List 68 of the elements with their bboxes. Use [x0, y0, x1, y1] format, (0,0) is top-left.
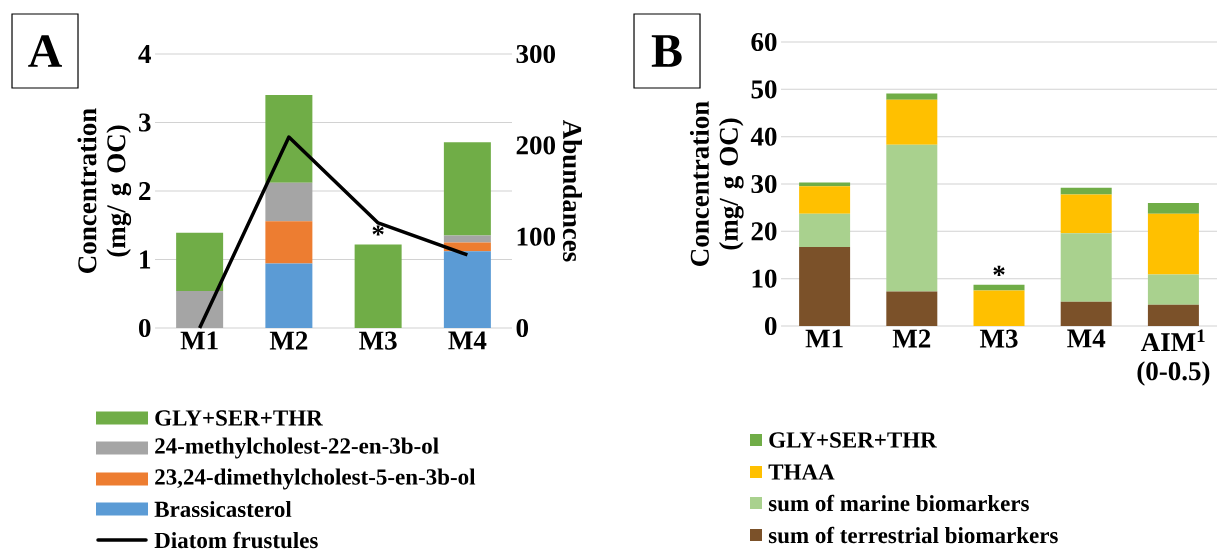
bar [265, 182, 313, 222]
bar [1060, 187, 1112, 195]
x-tick-label: M2 [892, 329, 931, 348]
bar [1147, 304, 1199, 326]
legend-label: THAA [768, 464, 835, 480]
bar [799, 213, 851, 247]
bar [886, 93, 938, 100]
legend-label: Brassicasterol [154, 500, 292, 518]
x-tick-label: M4 [1067, 329, 1106, 348]
y-axis-title: Concentration (mg/ g OC) [77, 108, 132, 273]
y2-tick-label: 0 [516, 318, 529, 338]
y-tick-label: 0 [139, 318, 151, 338]
text: B [651, 35, 682, 67]
annotation: * [993, 265, 1005, 276]
bar [799, 246, 851, 326]
y-tick-label: 10 [752, 269, 777, 288]
bar [886, 291, 938, 326]
bar [886, 99, 938, 145]
x-tick-label: M1 [805, 329, 843, 348]
bar [1147, 213, 1199, 275]
bar [265, 95, 313, 183]
y-tick-label: 3 [138, 113, 151, 132]
legend-label: GLY+SER+THR [769, 432, 937, 448]
bar [799, 186, 851, 214]
y-tick-label: 2 [139, 182, 151, 200]
x-tick-label: M4 [448, 331, 487, 350]
bar [176, 232, 224, 292]
legend-label: sum of marine biomarkers [768, 494, 1029, 512]
y-axis-title: Concentration (mg/ g OC) [689, 101, 744, 266]
legend-label: GLY+SER+THR [155, 410, 323, 426]
bar [1147, 202, 1199, 214]
y2-tick-label: 300 [516, 44, 556, 64]
bar [886, 144, 938, 292]
bar [354, 244, 402, 328]
legend-label: 24-methylcholest-22-en-3b-ol [155, 437, 439, 459]
y-tick-label: 4 [138, 45, 151, 63]
x-tick-label: M3 [979, 329, 1018, 348]
bar [973, 284, 1025, 291]
y-tick-label: 60 [751, 32, 777, 52]
bar [176, 291, 224, 328]
y-tick-label: 40 [750, 127, 777, 146]
legend-label: sum of terrestrial biomarkers [768, 526, 1058, 544]
y2-tick-label: 100 [517, 227, 556, 246]
legend-label: Diatom frustules [154, 531, 318, 549]
bar [1060, 194, 1112, 234]
x-tick-label: M1 [180, 331, 218, 350]
y-tick-label: 1 [140, 250, 151, 269]
x-tick-label: M2 [269, 331, 308, 350]
legend-label: 23,24-dimethylcholest-5-en-3b-ol [155, 468, 476, 490]
bar [1060, 301, 1112, 326]
annotation: * [372, 225, 384, 236]
text: A [28, 35, 62, 67]
line-series [197, 135, 470, 330]
bar [1060, 233, 1112, 302]
bar [443, 251, 491, 328]
y2-axis-title: Abundances [562, 119, 582, 262]
y-tick-label: 50 [751, 80, 777, 99]
bar [265, 221, 313, 264]
bar [443, 142, 491, 236]
y-tick-label: 30 [751, 174, 777, 194]
bar [973, 290, 1025, 326]
y-tick-label: 20 [751, 222, 777, 241]
y-tick-label: 0 [765, 316, 777, 336]
x-tick-label: M3 [359, 331, 397, 350]
bar [1147, 274, 1199, 305]
y2-tick-label: 200 [516, 136, 556, 155]
bar [265, 263, 313, 328]
x-tick-label: AIM$^{1}$ (0-0.5) [1137, 329, 1210, 386]
